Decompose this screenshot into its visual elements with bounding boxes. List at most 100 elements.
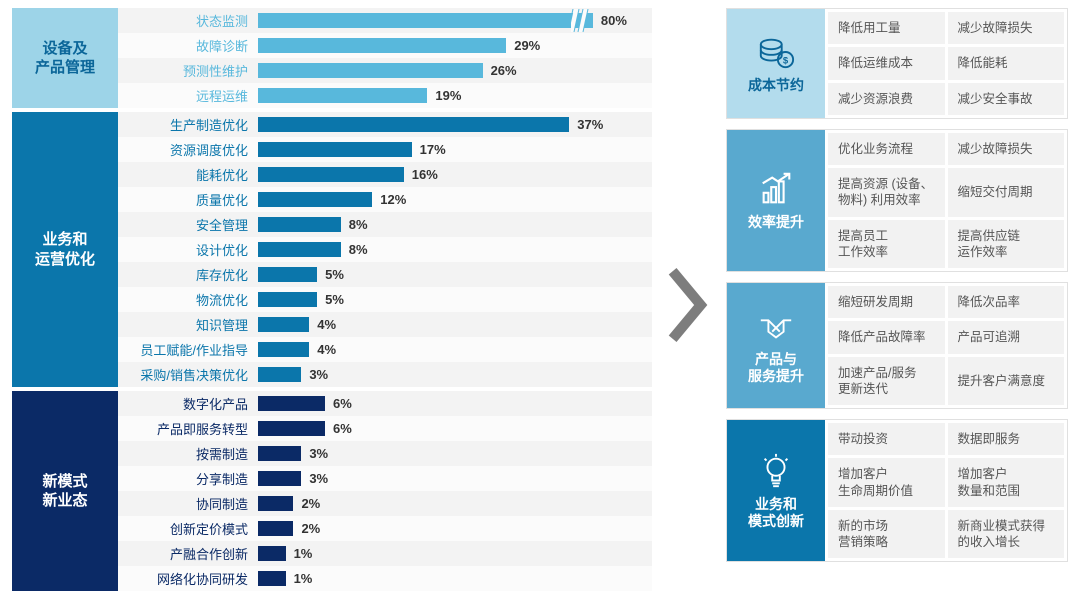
benefit-cell: 数据即服务 [948,423,1065,455]
row-label: 员工赋能/作业指导 [118,340,258,359]
row-label: 协同制造 [118,494,258,513]
benefit-cell: 减少故障损失 [948,133,1065,165]
row-label: 预测性维护 [118,61,258,80]
benefit-panel: 产品与 服务提升缩短研发周期降低次品率降低产品故障率产品可追溯加速产品/服务 更… [726,282,1068,409]
bar-area: 4% [258,317,652,332]
row-label: 物流优化 [118,290,258,309]
benefit-cell: 产品可追溯 [948,321,1065,353]
bar-area: 29% [258,38,652,53]
bar-area: 12% [258,192,652,207]
value-label: 3% [309,367,328,382]
bar-area: 5% [258,267,652,282]
value-label: 1% [294,546,313,561]
row-label: 产融合作创新 [118,544,258,563]
bar-area: 1% [258,571,652,586]
bar-area: 26% [258,63,652,78]
value-label: 19% [435,88,461,103]
benefit-cell: 缩短交付周期 [948,168,1065,217]
benefit-cell: 减少资源浪费 [828,83,945,115]
group-label: 新模式 新业态 [12,391,118,591]
chart-group: 业务和 运营优化生产制造优化37%资源调度优化17%能耗优化16%质量优化12%… [12,112,652,387]
bar [258,292,317,307]
group-rows: 状态监测 80% 故障诊断 29% 预测性维护 26% 远程运维 19% [118,8,652,108]
bar-area: 80% [258,13,652,28]
bar [258,446,301,461]
benefit-cell: 降低用工量 [828,12,945,44]
benefits-panels: $成本节约降低用工量减少故障损失降低运维成本降低能耗减少资源浪费减少安全事故效率… [726,8,1068,602]
bar-row: 产品即服务转型6% [118,416,652,441]
bar [258,167,404,182]
row-label: 状态监测 [118,11,258,30]
row-label: 按需制造 [118,444,258,463]
bar [258,63,483,78]
panel-header: 业务和 模式创新 [727,420,825,561]
row-label: 远程运维 [118,86,258,105]
bar-area: 8% [258,242,652,257]
bar-row: 协同制造2% [118,491,652,516]
benefit-cell: 提高员工 工作效率 [828,220,945,269]
bar-row: 知识管理4% [118,312,652,337]
bar-row: 安全管理 8% [118,212,652,237]
bar-area: 6% [258,396,652,411]
bar-row: 员工赋能/作业指导 4% [118,337,652,362]
value-label: 5% [325,292,344,307]
benefit-cell: 增加客户 生命周期价值 [828,458,945,507]
bar [258,571,286,586]
bar-row: 故障诊断 29% [118,33,652,58]
bar-row: 状态监测 80% [118,8,652,33]
row-label: 故障诊断 [118,36,258,55]
value-label: 2% [301,521,320,536]
bar [258,317,309,332]
value-label: 8% [349,242,368,257]
bar-row: 库存优化5% [118,262,652,287]
panel-grid: 降低用工量减少故障损失降低运维成本降低能耗减少资源浪费减少安全事故 [825,9,1067,118]
value-label: 8% [349,217,368,232]
value-label: 26% [491,63,517,78]
value-label: 29% [514,38,540,53]
group-label: 业务和 运营优化 [12,112,118,387]
benefit-cell: 减少安全事故 [948,83,1065,115]
value-label: 37% [577,117,603,132]
bar-row: 资源调度优化17% [118,137,652,162]
group-rows: 生产制造优化37%资源调度优化17%能耗优化16%质量优化12%安全管理8%设计… [118,112,652,387]
row-label: 安全管理 [118,215,258,234]
benefit-cell: 提升客户满意度 [948,357,1065,406]
chart-group: 设备及 产品管理状态监测80%故障诊断29%预测性维护26%远程运维19% [12,8,652,108]
value-label: 3% [309,446,328,461]
bar [258,342,309,357]
bar-area: 8% [258,217,652,232]
bar [258,396,325,411]
bar-row: 远程运维 19% [118,83,652,108]
benefit-cell: 带动投资 [828,423,945,455]
benefit-cell: 提高资源 (设备、物料) 利用效率 [828,168,945,217]
value-label: 4% [317,342,336,357]
row-label: 分享制造 [118,469,258,488]
value-label: 6% [333,421,352,436]
chart-group: 新模式 新业态数字化产品6%产品即服务转型6%按需制造3%分享制造3%协同制造2… [12,391,652,591]
bar-area: 3% [258,471,652,486]
benefit-cell: 新商业模式获得的收入增长 [948,510,1065,559]
value-label: 12% [380,192,406,207]
row-label: 资源调度优化 [118,140,258,159]
bar [258,367,301,382]
axis-break-icon [571,9,589,32]
bar-row: 采购/销售决策优化 3% [118,362,652,387]
value-label: 4% [317,317,336,332]
value-label: 80% [601,13,627,28]
panel-title: 业务和 模式创新 [748,496,804,530]
bar [258,13,593,28]
bar [258,521,293,536]
bar [258,496,293,511]
bar-row: 预测性维护 26% [118,58,652,83]
row-label: 采购/销售决策优化 [118,365,258,384]
bar-area: 4% [258,342,652,357]
bar [258,242,341,257]
bar-area: 3% [258,367,652,382]
row-label: 质量优化 [118,190,258,209]
bar-area: 2% [258,521,652,536]
bar-area: 6% [258,421,652,436]
bar-row: 生产制造优化37% [118,112,652,137]
bar-area: 1% [258,546,652,561]
bar-row: 数字化产品6% [118,391,652,416]
benefit-cell: 新的市场 营销策略 [828,510,945,559]
